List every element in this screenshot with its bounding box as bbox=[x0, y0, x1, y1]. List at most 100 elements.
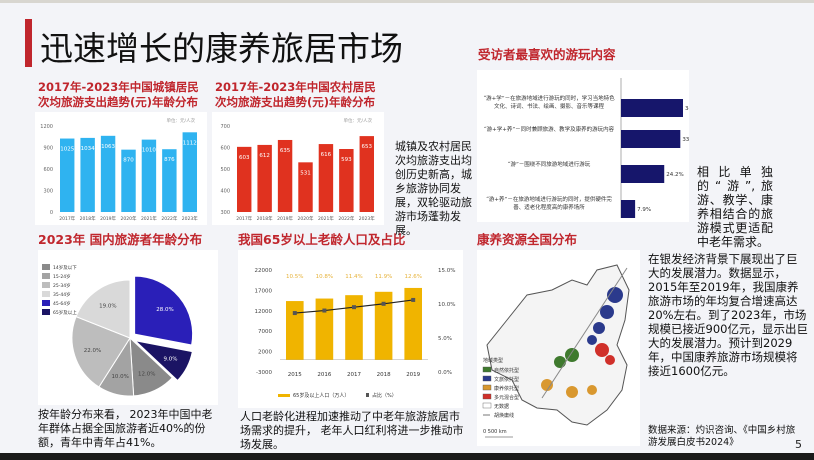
data-label: 24.2% bbox=[666, 172, 683, 178]
scale-label: 0 500 km bbox=[483, 429, 507, 435]
legend-label: 35-44岁 bbox=[53, 291, 71, 298]
category-label: “游”－围绕不同旅游地域进行游玩 bbox=[508, 162, 591, 168]
y-tick-label: 900 bbox=[43, 146, 53, 152]
bottom-bar bbox=[0, 453, 814, 460]
legend-swatch bbox=[42, 291, 50, 297]
data-label: 1063 bbox=[101, 144, 115, 150]
map-title: 康养资源全国分布 bbox=[477, 232, 578, 247]
urban-spending-chart: 单位：元/人次 0 300 600 900 1200 1025 2017年 1034 2018年 1… bbox=[35, 112, 207, 225]
slide-title: 迅速增长的康养旅居市场 bbox=[40, 29, 403, 68]
x-tick-label: 2023年 bbox=[359, 215, 375, 222]
legend-label: 14岁及以下 bbox=[53, 264, 77, 271]
y2-tick-label: 5.0% bbox=[438, 336, 452, 342]
x-tick-label: 2016 bbox=[317, 372, 331, 378]
bar bbox=[621, 99, 683, 117]
x-tick-label: 2017年 bbox=[59, 215, 75, 222]
y-tick-label: 1200 bbox=[40, 124, 53, 130]
unit-label: 单位：元/人次 bbox=[166, 117, 195, 124]
bar bbox=[345, 295, 363, 360]
bar bbox=[359, 136, 374, 212]
y2-tick-label: 15.0% bbox=[438, 268, 455, 274]
title-line: 次均旅游支出趋势(元)年龄分布 bbox=[38, 95, 199, 109]
x-tick-label: 2015 bbox=[288, 372, 302, 378]
bar bbox=[621, 165, 665, 183]
slice-label: 9.0% bbox=[163, 357, 177, 363]
x-tick-label: 2018年 bbox=[80, 215, 96, 222]
data-source: 数据来源：灼识咨询、《中国乡村旅游发展白皮书2024》 bbox=[648, 425, 796, 448]
bar bbox=[315, 298, 334, 360]
x-tick-label: 2022年 bbox=[161, 215, 177, 222]
elderly-population-chart: -3000 2000 7000 12000 17000 22000 0.0% 5.0% 10.0… bbox=[238, 250, 463, 408]
rural-spending-chart: 单位：元/人次 300 400 500 600 700 603 2017年 612 2018年 63… bbox=[212, 112, 384, 225]
x-tick-label: 2019年 bbox=[277, 215, 293, 222]
legend-title: 地域类型 bbox=[483, 357, 503, 364]
pie-slice bbox=[134, 275, 194, 346]
x-tick-label: 2017年 bbox=[236, 215, 252, 222]
data-label: 593 bbox=[341, 157, 352, 163]
bar bbox=[237, 146, 252, 212]
y2-tick-label: 0.0% bbox=[438, 370, 452, 376]
y-tick-label: -3000 bbox=[256, 370, 272, 376]
data-label: 1112 bbox=[183, 140, 197, 146]
x-tick-label: 2020年 bbox=[121, 215, 137, 222]
x-tick-label: 2021年 bbox=[141, 215, 157, 222]
legend-label: 文旅依托型 bbox=[494, 376, 519, 383]
ratio-point bbox=[322, 308, 327, 313]
y-tick-label: 22000 bbox=[255, 268, 273, 274]
slice-label: 10.0% bbox=[111, 374, 128, 380]
top-divider bbox=[0, 0, 814, 3]
legend-swatch bbox=[42, 300, 50, 306]
title-accent-bar bbox=[25, 19, 32, 67]
x-tick-label: 2020年 bbox=[298, 215, 314, 222]
category-label: “游+学+养”－同时兼顾旅游、教学及康养的游玩内容 bbox=[484, 127, 614, 133]
title-line: 次均旅游支出趋势(元)年龄分布 bbox=[215, 95, 376, 109]
bar bbox=[286, 301, 304, 360]
bar bbox=[621, 200, 636, 218]
legend-swatch bbox=[42, 273, 50, 279]
bar bbox=[100, 135, 116, 212]
bar bbox=[182, 132, 197, 212]
x-tick-label: 2019年 bbox=[100, 215, 116, 222]
data-label: 876 bbox=[164, 157, 175, 163]
legend-swatch bbox=[42, 309, 50, 315]
elderly-chart-title: 我国65岁以上老龄人口及占比 bbox=[238, 232, 406, 247]
data-label: 10.5% bbox=[286, 274, 303, 280]
rural-chart-title: 2017年-2023年中国农村居民 次均旅游支出趋势(元)年龄分布 bbox=[215, 80, 376, 110]
bar bbox=[339, 149, 354, 212]
data-label: 870 bbox=[123, 158, 134, 164]
data-label: 33.2% bbox=[682, 137, 689, 143]
pie-slice bbox=[75, 279, 131, 339]
category-label: “游+学”－在旅游地域进行游玩的同时，学习当地特色文化、诗词、书法、绘画、摄影、… bbox=[483, 96, 614, 110]
region-wellness bbox=[541, 379, 597, 398]
data-label: 531 bbox=[300, 170, 311, 176]
data-label: 34.7% bbox=[685, 106, 689, 112]
bar bbox=[80, 137, 95, 212]
y-tick-label: 12000 bbox=[255, 309, 273, 315]
legend-label: 65岁及以上 bbox=[53, 309, 77, 316]
ratio-point bbox=[381, 301, 386, 306]
legend-swatch bbox=[482, 366, 492, 373]
urban-chart-title: 2017年-2023年中国城镇居民 次均旅游支出趋势(元)年龄分布 bbox=[38, 80, 199, 110]
age-pie-chart: 12.0% 10.0% 22.0% 19.0% 28.0% 9.0% 14岁及以下 15-24… bbox=[38, 250, 218, 405]
data-label: 12.6% bbox=[404, 274, 421, 280]
pie-caption: 按年龄分布来看， 2023年中国中老年群体占据全国旅游者近40%的份额，青年中青… bbox=[38, 408, 213, 449]
pie-slice bbox=[133, 339, 193, 382]
bar bbox=[141, 139, 157, 212]
data-label: 7.9% bbox=[637, 207, 651, 213]
hu-line bbox=[541, 267, 628, 399]
data-label: 612 bbox=[259, 153, 270, 159]
y-tick-label: 7000 bbox=[258, 329, 272, 335]
elderly-caption: 人口老龄化进程加速推动了中老年旅游旅居市场需求的提升， 老年人口红利将进一步推动… bbox=[240, 410, 464, 451]
pie-chart-title: 2023年 国内旅游者年龄分布 bbox=[38, 232, 203, 247]
x-tick-label: 2022年 bbox=[338, 215, 354, 222]
data-label: 603 bbox=[239, 155, 250, 161]
data-label: 1034 bbox=[81, 146, 95, 152]
slice-label: 19.0% bbox=[99, 303, 116, 309]
y2-tick-label: 10.0% bbox=[438, 302, 455, 308]
favorite-chart-title: 受访者最喜欢的游玩内容 bbox=[478, 47, 616, 62]
y-tick-label: 700 bbox=[220, 124, 230, 130]
bar bbox=[374, 291, 393, 360]
title-line: 2017年-2023年中国农村居民 bbox=[215, 80, 376, 94]
slice-label: 28.0% bbox=[156, 307, 173, 313]
